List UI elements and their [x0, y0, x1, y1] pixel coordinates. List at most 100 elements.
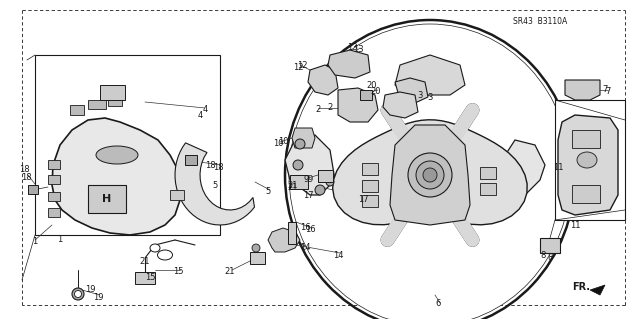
Text: 21: 21	[288, 181, 298, 189]
Bar	[318, 170, 333, 182]
Bar	[288, 222, 296, 244]
Bar	[480, 167, 496, 179]
Polygon shape	[292, 128, 315, 148]
Bar	[48, 192, 60, 201]
Text: 4: 4	[202, 106, 207, 115]
Polygon shape	[395, 55, 465, 95]
Text: 15: 15	[145, 273, 156, 283]
Circle shape	[408, 153, 452, 197]
Text: 5: 5	[266, 188, 271, 197]
Bar	[362, 195, 378, 207]
Polygon shape	[395, 78, 428, 103]
Text: SR43  B3110A: SR43 B3110A	[513, 18, 567, 26]
Text: 19: 19	[93, 293, 103, 301]
Circle shape	[252, 244, 260, 252]
Bar	[88, 185, 126, 213]
Circle shape	[74, 291, 81, 298]
Bar	[480, 183, 496, 195]
Bar	[48, 175, 60, 184]
Text: 3: 3	[428, 93, 433, 101]
Text: 21: 21	[225, 268, 236, 277]
Circle shape	[295, 139, 305, 149]
Text: 2: 2	[328, 103, 333, 113]
Polygon shape	[333, 120, 527, 225]
Text: 11: 11	[553, 162, 563, 172]
Text: 18: 18	[19, 166, 29, 174]
Text: FR.: FR.	[572, 282, 590, 292]
Ellipse shape	[577, 152, 597, 168]
Circle shape	[72, 288, 84, 300]
Bar	[135, 272, 155, 284]
Polygon shape	[338, 88, 378, 122]
Text: 4: 4	[197, 110, 203, 120]
Circle shape	[326, 178, 334, 186]
Text: 1: 1	[33, 238, 38, 247]
Text: 13: 13	[353, 46, 364, 55]
Text: 13: 13	[347, 43, 357, 53]
Ellipse shape	[96, 146, 138, 164]
Bar	[360, 90, 372, 100]
Bar	[540, 238, 560, 253]
Bar	[88, 100, 106, 109]
Text: 9: 9	[307, 175, 312, 184]
Bar	[572, 130, 600, 148]
Text: 14: 14	[300, 243, 310, 253]
Text: 17: 17	[358, 196, 368, 204]
Bar	[170, 190, 184, 200]
Bar	[100, 85, 125, 100]
Polygon shape	[565, 80, 600, 100]
Polygon shape	[285, 135, 335, 195]
Text: 8: 8	[540, 250, 546, 259]
Circle shape	[315, 185, 325, 195]
Polygon shape	[328, 50, 370, 78]
Text: 20: 20	[371, 87, 381, 97]
Bar	[555, 100, 625, 220]
Text: H: H	[102, 194, 111, 204]
Circle shape	[423, 168, 437, 182]
Text: 16: 16	[300, 224, 310, 233]
Polygon shape	[52, 118, 182, 235]
Bar	[48, 160, 60, 169]
Polygon shape	[500, 140, 545, 197]
Text: 14: 14	[333, 250, 343, 259]
Text: 21: 21	[288, 182, 298, 191]
Polygon shape	[383, 92, 418, 118]
Text: 18: 18	[205, 160, 215, 169]
Circle shape	[293, 160, 303, 170]
Bar	[35, 55, 220, 235]
Text: 19: 19	[84, 286, 95, 294]
Bar	[28, 185, 38, 194]
Ellipse shape	[150, 244, 160, 252]
Polygon shape	[590, 285, 605, 295]
Bar	[70, 105, 84, 115]
Text: 17: 17	[303, 190, 314, 199]
Text: 16: 16	[305, 226, 316, 234]
Bar	[250, 252, 265, 264]
Bar	[48, 208, 60, 217]
Ellipse shape	[285, 20, 575, 319]
Polygon shape	[390, 125, 470, 225]
Text: 21: 21	[140, 257, 150, 266]
Circle shape	[416, 161, 444, 189]
Polygon shape	[175, 143, 255, 225]
Text: 10: 10	[273, 139, 284, 149]
Text: 12: 12	[292, 63, 303, 71]
Text: 11: 11	[570, 220, 580, 229]
Text: 7: 7	[605, 87, 611, 97]
Text: 1: 1	[58, 235, 63, 244]
Text: 15: 15	[173, 268, 183, 277]
Text: 9: 9	[303, 175, 308, 184]
Polygon shape	[268, 228, 300, 252]
Polygon shape	[558, 115, 618, 215]
Bar	[572, 185, 600, 203]
Text: 2: 2	[316, 106, 321, 115]
Bar	[185, 155, 197, 165]
Text: 6: 6	[435, 299, 441, 308]
Text: 10: 10	[278, 137, 288, 146]
Text: 8: 8	[547, 254, 553, 263]
Text: 3: 3	[417, 91, 422, 100]
Text: 12: 12	[297, 61, 307, 70]
Ellipse shape	[289, 24, 571, 319]
Ellipse shape	[157, 250, 173, 260]
Bar	[362, 180, 378, 192]
